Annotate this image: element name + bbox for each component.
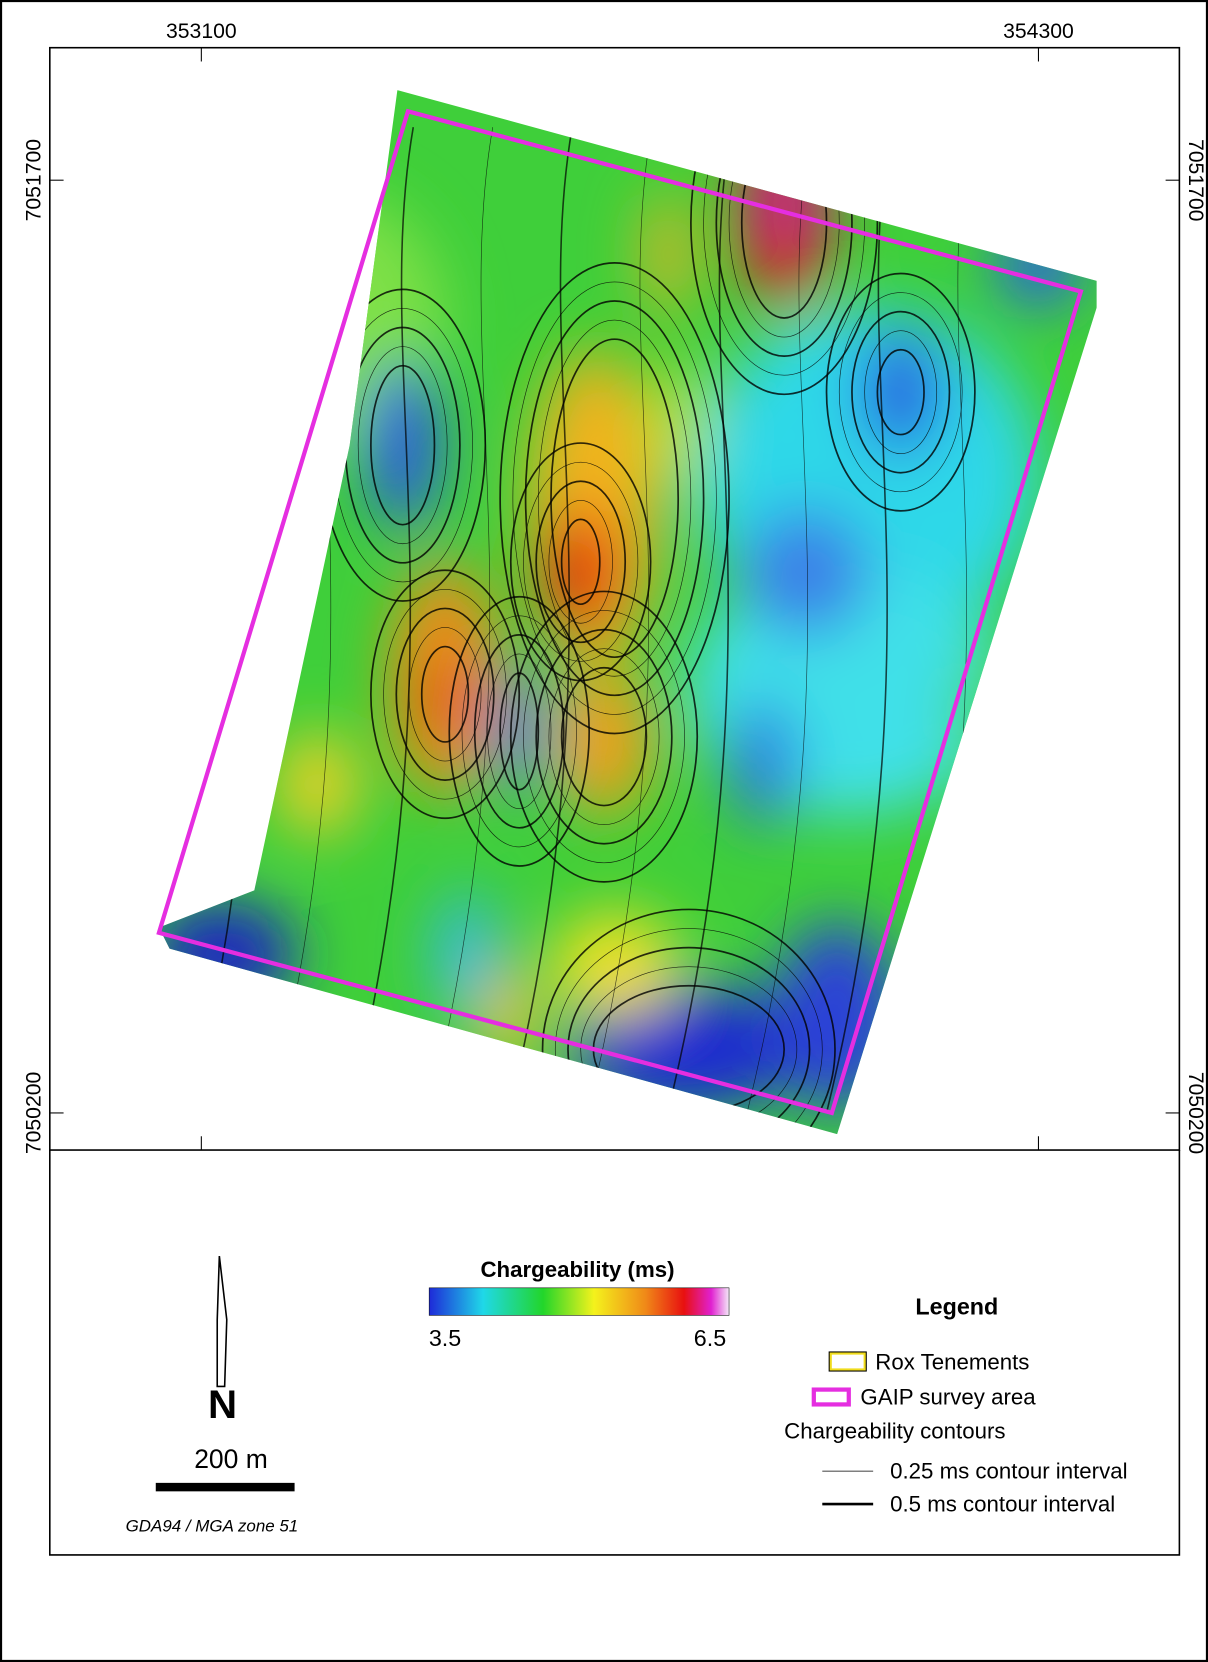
contour-line bbox=[838, 292, 963, 493]
contour-line bbox=[746, 127, 811, 1114]
survey-area bbox=[156, 108, 1084, 1116]
legend-item: Rox Tenements bbox=[875, 1349, 1029, 1374]
contour-line bbox=[428, 127, 494, 1114]
contour-line bbox=[703, 90, 865, 376]
legend-item: GAIP survey area bbox=[860, 1384, 1036, 1409]
anomaly bbox=[646, 190, 689, 318]
contour-line bbox=[535, 480, 627, 644]
contour-line bbox=[348, 127, 415, 1114]
y-coord-label: 7050200 bbox=[22, 1072, 45, 1154]
contour-line bbox=[690, 90, 879, 396]
anomaly bbox=[646, 360, 710, 488]
projection: GDA94 / MGA zone 51 bbox=[126, 1517, 299, 1536]
contour-line bbox=[587, 127, 652, 1114]
contour-line bbox=[499, 262, 730, 735]
contour-line bbox=[535, 628, 673, 845]
anomaly bbox=[731, 699, 795, 827]
survey-swatch bbox=[811, 1387, 851, 1407]
contour-line bbox=[560, 518, 601, 606]
contour-line bbox=[473, 634, 565, 829]
contour-line bbox=[512, 281, 717, 715]
contour-line bbox=[461, 615, 577, 848]
contour-line bbox=[550, 338, 680, 659]
legend-item: 0.5 ms contour interval bbox=[890, 1491, 1115, 1516]
anomaly bbox=[434, 890, 499, 1018]
contour-line bbox=[554, 928, 823, 1135]
colorbar-max: 6.5 bbox=[694, 1325, 726, 1351]
colorbar-title: Chargeability (ms) bbox=[480, 1257, 674, 1282]
contour-line bbox=[541, 908, 836, 1135]
contour-line bbox=[537, 319, 692, 677]
anomaly bbox=[551, 911, 679, 1018]
contour-line bbox=[567, 946, 811, 1135]
contour-line bbox=[864, 330, 938, 454]
north-arrow bbox=[216, 1255, 228, 1388]
legend-item: 0.25 ms contour interval bbox=[890, 1459, 1127, 1484]
tenement-swatch bbox=[829, 1352, 866, 1371]
contour-line bbox=[448, 595, 591, 867]
anomaly bbox=[423, 667, 467, 732]
x-coord-label: 353100 bbox=[166, 20, 237, 43]
contour-line bbox=[509, 590, 699, 883]
contour-line bbox=[523, 461, 639, 662]
contour-line bbox=[548, 648, 660, 825]
anomaly bbox=[556, 667, 652, 817]
contour-line bbox=[370, 569, 521, 820]
contour-line bbox=[666, 127, 732, 1114]
north-label: N bbox=[208, 1382, 237, 1427]
contour-line bbox=[523, 610, 685, 864]
legend-title: Legend bbox=[915, 1293, 998, 1319]
anomaly bbox=[858, 328, 944, 456]
contour-line bbox=[715, 90, 853, 357]
anomaly bbox=[275, 731, 361, 838]
contour-line bbox=[876, 348, 925, 436]
contour-line bbox=[524, 300, 705, 697]
contour-line bbox=[825, 272, 976, 512]
y-coord-label: 7051700 bbox=[22, 139, 45, 221]
scale-bar-label: 200 m bbox=[194, 1444, 268, 1474]
anomaly bbox=[543, 508, 618, 636]
y-coord-label: 7050200 bbox=[1184, 1072, 1207, 1154]
contour-line bbox=[395, 607, 495, 781]
contour-line bbox=[851, 310, 951, 474]
contour-line bbox=[560, 666, 648, 807]
legend-subtitle: Chargeability contours bbox=[784, 1418, 1005, 1443]
contour-line bbox=[548, 499, 613, 624]
contour-line bbox=[499, 672, 540, 791]
x-coord-label: 354300 bbox=[1003, 20, 1074, 43]
contour-line bbox=[487, 653, 552, 810]
anomaly bbox=[741, 508, 869, 636]
y-coord-label: 7051700 bbox=[1184, 139, 1207, 221]
colorbar bbox=[428, 1287, 730, 1316]
scale-bar bbox=[155, 1482, 295, 1492]
legend-frame-line bbox=[49, 1150, 1181, 1556]
contour-line bbox=[507, 127, 573, 1114]
colorbar-min: 3.5 bbox=[429, 1325, 461, 1351]
anomaly bbox=[365, 360, 440, 530]
contour-line bbox=[383, 589, 507, 800]
contour-line bbox=[420, 645, 470, 743]
